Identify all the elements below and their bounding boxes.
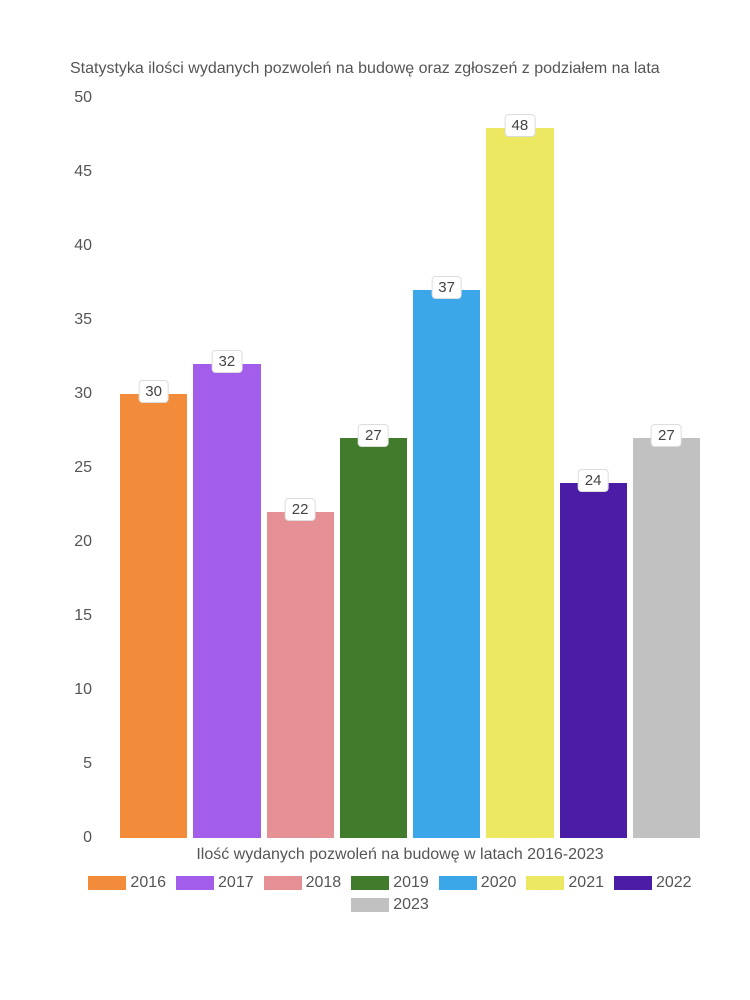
- bar-chart: Statystyka ilości wydanych pozwoleń na b…: [60, 60, 700, 960]
- legend-item: 2017: [176, 874, 254, 892]
- legend-swatch: [264, 876, 302, 890]
- plot-area: 05101520253035404550 3032222737482427: [100, 98, 720, 838]
- y-tick: 40: [74, 237, 92, 255]
- bar-value-label: 37: [431, 276, 462, 299]
- y-tick: 0: [83, 829, 92, 847]
- bar-value-label: 27: [651, 424, 682, 447]
- legend-item: 2023: [351, 896, 429, 914]
- bar-slot: 37: [413, 98, 480, 838]
- legend: 2016 2017 2018 2019 2020 2021 2022 2023: [80, 874, 700, 914]
- bar-value-label: 24: [578, 469, 609, 492]
- y-tick: 10: [74, 681, 92, 699]
- legend-swatch: [88, 876, 126, 890]
- legend-swatch: [351, 876, 389, 890]
- bar: 48: [486, 128, 553, 838]
- bar-slot: 27: [340, 98, 407, 838]
- legend-label: 2017: [218, 874, 254, 892]
- bar: 27: [633, 438, 700, 838]
- x-axis-title: Ilość wydanych pozwoleń na budowę w lata…: [100, 846, 700, 864]
- bar: 37: [413, 290, 480, 838]
- y-tick: 20: [74, 533, 92, 551]
- bar: 27: [340, 438, 407, 838]
- legend-item: 2021: [526, 874, 604, 892]
- bar-slot: 48: [486, 98, 553, 838]
- y-tick: 35: [74, 311, 92, 329]
- bar-slot: 32: [193, 98, 260, 838]
- bar: 30: [120, 394, 187, 838]
- bar: 32: [193, 364, 260, 838]
- legend-item: 2019: [351, 874, 429, 892]
- legend-label: 2016: [130, 874, 166, 892]
- legend-label: 2020: [481, 874, 517, 892]
- y-tick: 50: [74, 89, 92, 107]
- legend-label: 2018: [306, 874, 342, 892]
- legend-label: 2023: [393, 896, 429, 914]
- legend-item: 2016: [88, 874, 166, 892]
- chart-title: Statystyka ilości wydanych pozwoleń na b…: [60, 60, 700, 78]
- y-tick: 30: [74, 385, 92, 403]
- y-tick: 25: [74, 459, 92, 477]
- legend-swatch: [614, 876, 652, 890]
- legend-swatch: [439, 876, 477, 890]
- legend-item: 2022: [614, 874, 692, 892]
- bar-value-label: 30: [138, 380, 169, 403]
- legend-swatch: [176, 876, 214, 890]
- legend-label: 2022: [656, 874, 692, 892]
- bar-value-label: 48: [505, 114, 536, 137]
- y-tick: 45: [74, 163, 92, 181]
- y-axis: 05101520253035404550: [60, 98, 100, 838]
- bar-value-label: 32: [212, 350, 243, 373]
- bar-slot: 30: [120, 98, 187, 838]
- bar-value-label: 27: [358, 424, 389, 447]
- bar-value-label: 22: [285, 498, 316, 521]
- bar: 24: [560, 483, 627, 838]
- y-tick: 15: [74, 607, 92, 625]
- bar: 22: [267, 512, 334, 838]
- bar-slot: 22: [267, 98, 334, 838]
- legend-swatch: [526, 876, 564, 890]
- legend-item: 2020: [439, 874, 517, 892]
- legend-item: 2018: [264, 874, 342, 892]
- legend-swatch: [351, 898, 389, 912]
- y-tick: 5: [83, 755, 92, 773]
- bars-group: 3032222737482427: [120, 98, 700, 838]
- bar-slot: 24: [560, 98, 627, 838]
- bar-slot: 27: [633, 98, 700, 838]
- legend-label: 2021: [568, 874, 604, 892]
- legend-label: 2019: [393, 874, 429, 892]
